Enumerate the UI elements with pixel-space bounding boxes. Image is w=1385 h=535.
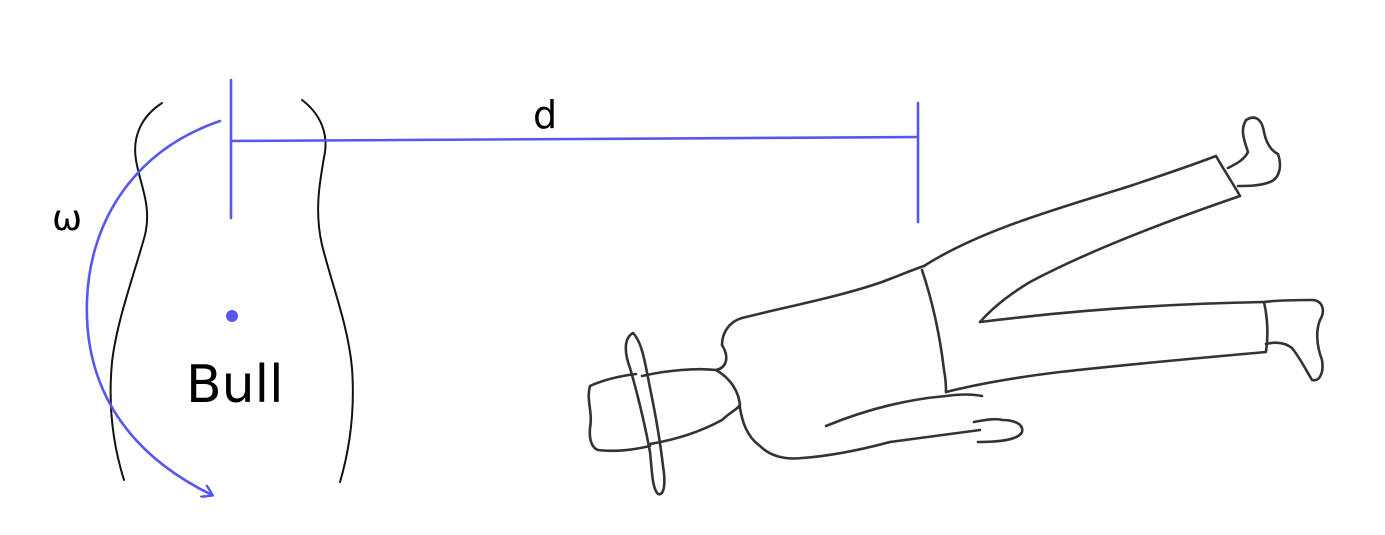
- distance-line: [229, 135, 920, 143]
- belt: [920, 268, 948, 394]
- omega-label: ω: [52, 198, 82, 239]
- torso: [720, 264, 926, 347]
- rotation-arrow: [85, 119, 222, 495]
- hat-crown: [587, 372, 652, 453]
- hand: [972, 417, 1024, 444]
- distance-measure: [229, 78, 920, 224]
- arm: [824, 393, 984, 444]
- fallen-rider-figure: [587, 116, 1325, 496]
- bull-center-point: [226, 310, 238, 322]
- torso-back: [714, 368, 892, 460]
- distance-label: d: [533, 93, 557, 137]
- bull-right-side: [301, 99, 354, 483]
- bull-label: Bull: [186, 355, 284, 415]
- lower-boot: [1262, 298, 1325, 382]
- upper-boot: [1226, 116, 1282, 188]
- hat-brim: [624, 331, 666, 496]
- bull-left-side: [109, 102, 163, 481]
- lower-leg: [944, 300, 1269, 394]
- upper-leg: [922, 154, 1242, 324]
